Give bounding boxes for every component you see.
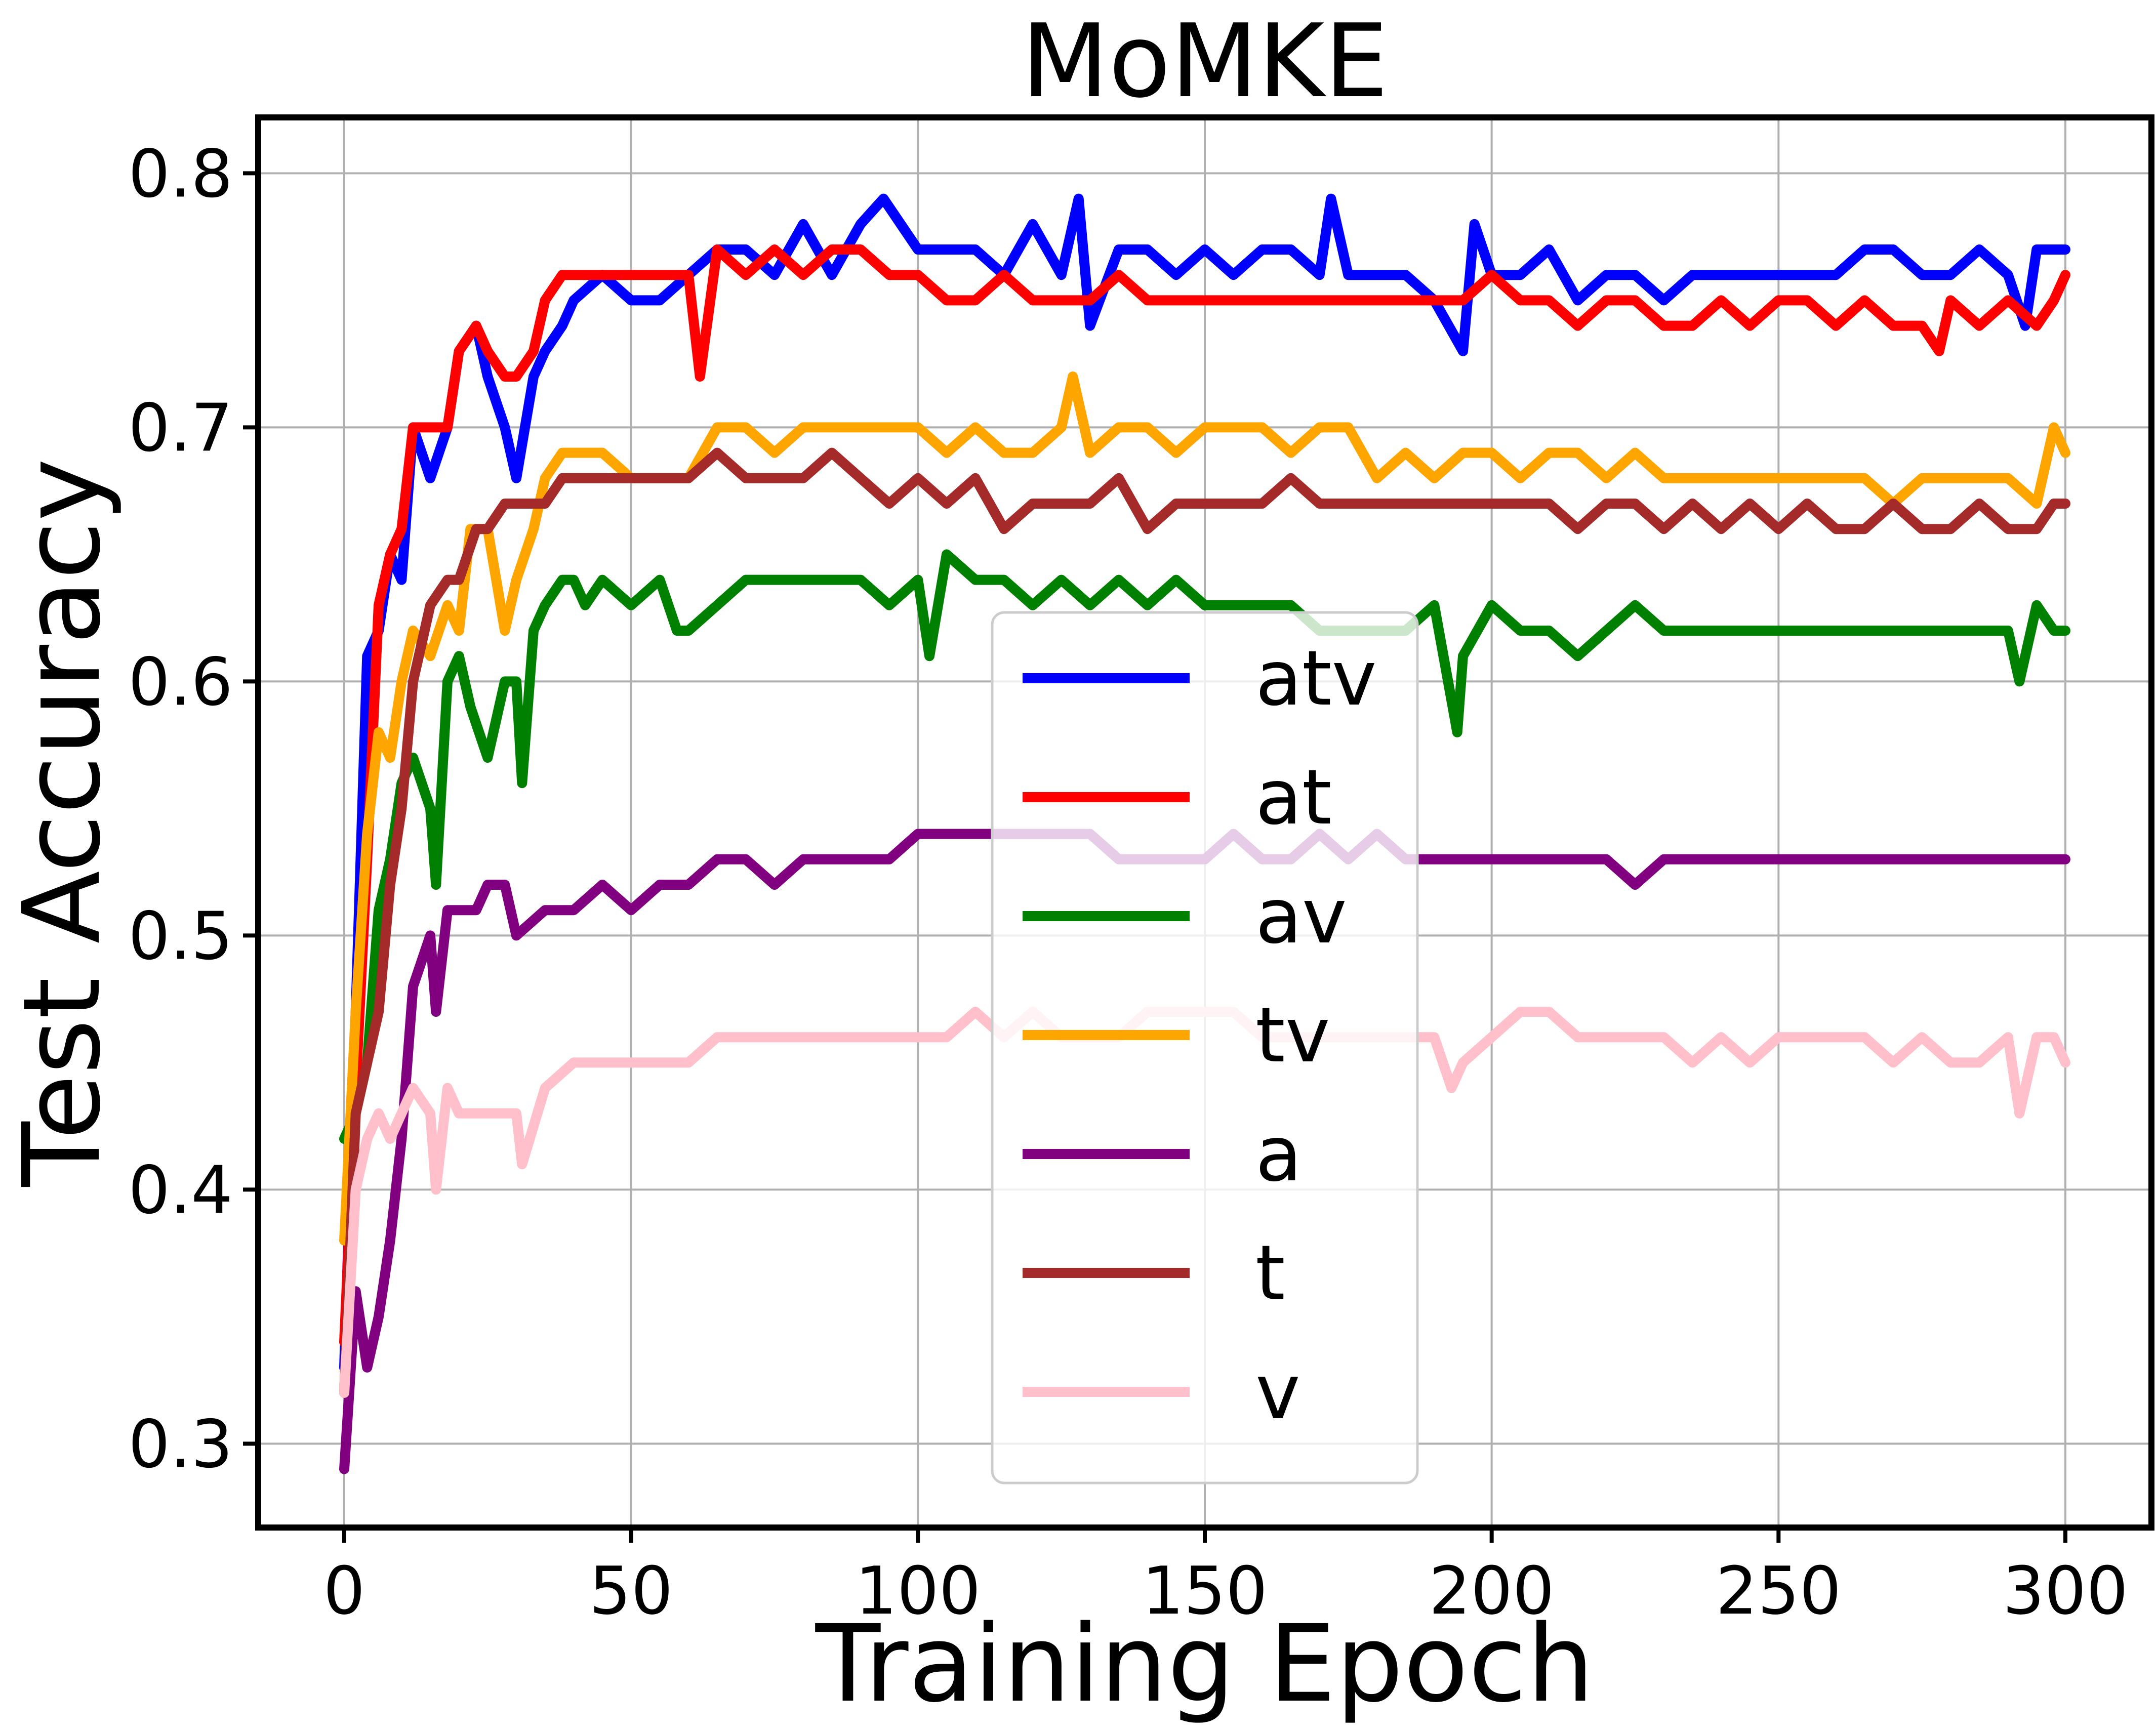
legend-label-t: t (1255, 1229, 1285, 1317)
chart-title: MoMKE (1022, 3, 1389, 120)
x-tick-label: 200 (1429, 1552, 1555, 1629)
y-axis-title: Test Accuracy (0, 458, 124, 1187)
y-tick-label: 0.5 (128, 897, 233, 974)
y-tick-label: 0.4 (128, 1151, 233, 1228)
x-axis-title: Training Epoch (815, 1602, 1594, 1726)
legend-label-av: av (1255, 873, 1347, 961)
x-tick-label: 250 (1716, 1552, 1841, 1629)
legend-label-at: at (1255, 754, 1332, 842)
x-tick-label: 50 (589, 1552, 673, 1629)
y-tick-label: 0.6 (128, 643, 233, 720)
x-tick-label: 150 (1142, 1552, 1268, 1629)
series-line-av (339, 549, 2070, 1144)
x-tick-label: 300 (2003, 1552, 2128, 1629)
series-line-at (339, 244, 2070, 1347)
y-tick-label: 0.8 (128, 135, 233, 212)
legend-label-v: v (1255, 1348, 1300, 1436)
y-tick-label: 0.3 (128, 1406, 233, 1482)
legend-box (991, 611, 1419, 1484)
axis-ticks: 0 50 100 150 200 250 300 0.3 0.4 0.5 0.6 0.7 0.8 (128, 135, 2128, 1629)
series-line-tv (339, 372, 2070, 1246)
legend-label-a: a (1255, 1110, 1302, 1199)
legend-label-atv: atv (1255, 635, 1377, 723)
grid (258, 117, 2151, 1528)
series-line-t (339, 447, 2070, 1398)
legend-label-tv: tv (1255, 992, 1330, 1080)
y-tick-label: 0.7 (128, 389, 233, 466)
series-line-atv (339, 193, 2070, 1373)
x-tick-label: 0 (323, 1552, 365, 1629)
x-tick-label: 100 (855, 1552, 981, 1629)
